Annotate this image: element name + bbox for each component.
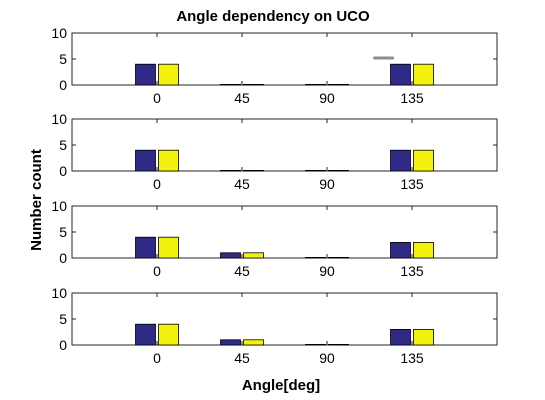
subplot-4: 0 5 10 0 45 90 135 xyxy=(51,285,497,366)
y-tick-label: 0 xyxy=(59,337,67,353)
y-tick-label: 10 xyxy=(51,111,67,127)
bar-panel3-series2-0 xyxy=(159,237,179,258)
x-axis-label: Angle[deg] xyxy=(242,377,320,394)
y-tick-label: 0 xyxy=(59,163,67,179)
bar-panel3-series1-0 xyxy=(136,237,156,258)
x-tick-label: 90 xyxy=(319,263,335,279)
y-tick-label: 5 xyxy=(59,311,67,327)
bar-panel2-series1-45 xyxy=(221,170,241,171)
x-tick-label: 45 xyxy=(234,350,250,366)
bar-panel4-series2-45 xyxy=(244,340,264,345)
bar-panel4-series2-135 xyxy=(414,329,434,345)
x-tick-label: 45 xyxy=(234,90,250,106)
bar-panel4-series2-0 xyxy=(159,324,179,345)
bar-panel4-series1-135 xyxy=(391,329,411,345)
chart-panels: 0 5 10 0 45 90 135 0 5 10 0 45 90 135 0 5 10 0 45 90 135 0 5 10… xyxy=(51,25,497,366)
bar-panel3-series1-45 xyxy=(221,253,241,258)
bar-panel1-series2-90 xyxy=(329,84,349,85)
y-tick-label: 5 xyxy=(59,137,67,153)
bar-panel3-series2-90 xyxy=(329,257,349,258)
bar-panel1-series2-45 xyxy=(244,84,264,85)
subplot-1: 0 5 10 0 45 90 135 xyxy=(51,25,497,106)
x-tick-label: 45 xyxy=(234,263,250,279)
bar-panel4-series1-0 xyxy=(136,324,156,345)
bar-panel2-series1-135 xyxy=(391,150,411,171)
x-tick-label: 90 xyxy=(319,176,335,192)
x-tick-label: 135 xyxy=(400,263,424,279)
x-tick-label: 0 xyxy=(153,350,161,366)
bar-panel4-series1-45 xyxy=(221,340,241,345)
bar-panel2-series2-90 xyxy=(329,170,349,171)
bar-panel1-series1-135 xyxy=(391,64,411,85)
bar-panel2-series1-90 xyxy=(306,170,326,171)
bar-panel1-series1-0 xyxy=(136,64,156,85)
x-tick-label: 90 xyxy=(319,90,335,106)
x-tick-label: 0 xyxy=(153,263,161,279)
x-tick-label: 135 xyxy=(400,90,424,106)
bar-panel1-series1-90 xyxy=(306,84,326,85)
bar-panel2-series2-45 xyxy=(244,170,264,171)
x-tick-label: 135 xyxy=(400,176,424,192)
bar-panel3-series1-90 xyxy=(306,257,326,258)
x-tick-label: 45 xyxy=(234,176,250,192)
y-tick-label: 10 xyxy=(51,285,67,301)
bar-panel4-series2-90 xyxy=(329,344,349,345)
bar-panel3-series2-45 xyxy=(244,253,264,258)
y-tick-label: 0 xyxy=(59,77,67,93)
x-tick-label: 135 xyxy=(400,350,424,366)
bar-panel2-series2-0 xyxy=(159,150,179,171)
bar-panel1-series2-0 xyxy=(159,64,179,85)
subplot-3: 0 5 10 0 45 90 135 xyxy=(51,198,497,279)
bar-panel4-series1-90 xyxy=(306,344,326,345)
y-tick-label: 0 xyxy=(59,250,67,266)
bar-panel3-series1-135 xyxy=(391,242,411,258)
x-tick-label: 0 xyxy=(153,176,161,192)
x-tick-label: 0 xyxy=(153,90,161,106)
bar-panel1-series2-135 xyxy=(414,64,434,85)
bar-panel1-series1-45 xyxy=(221,84,241,85)
x-tick-label: 90 xyxy=(319,350,335,366)
y-axis-label: Number count xyxy=(28,149,45,251)
chart-title: Angle dependency on UCO xyxy=(176,8,370,25)
subplot-2: 0 5 10 0 45 90 135 xyxy=(51,111,497,192)
y-tick-label: 10 xyxy=(51,25,67,41)
bar-panel2-series1-0 xyxy=(136,150,156,171)
y-tick-label: 10 xyxy=(51,198,67,214)
bar-panel3-series2-135 xyxy=(414,242,434,258)
bar-panel2-series2-135 xyxy=(414,150,434,171)
y-tick-label: 5 xyxy=(59,51,67,67)
y-tick-label: 5 xyxy=(59,224,67,240)
